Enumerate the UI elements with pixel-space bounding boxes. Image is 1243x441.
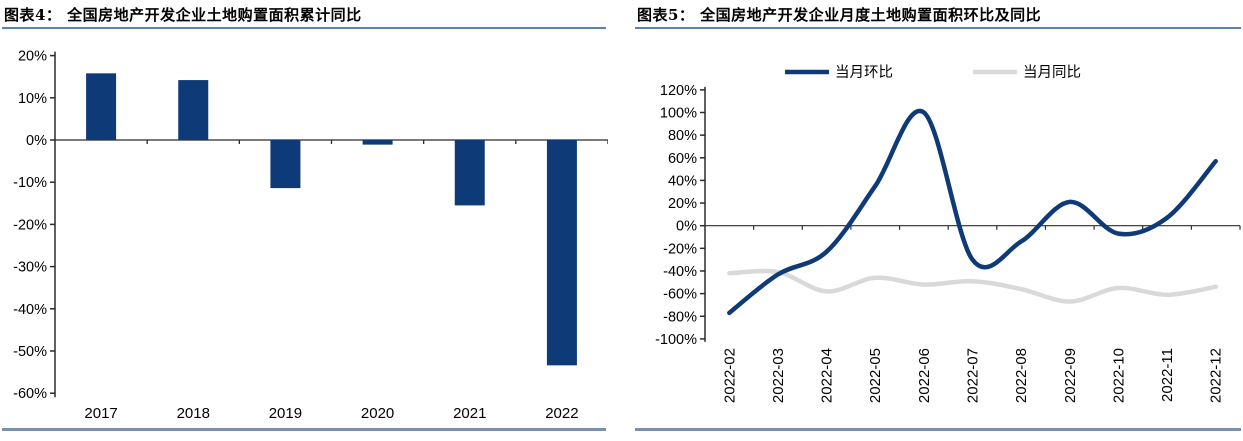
- y-axis-tick-label: -20%: [13, 217, 47, 233]
- y-axis-tick-label: -50%: [13, 344, 47, 360]
- y-axis-tick-label: 10%: [18, 91, 47, 107]
- x-axis-category-label: 2022: [545, 405, 578, 422]
- line-chart-monthly-mom-yoy: 当月环比 当月同比 120% 100% 80% 60% 40% 20% 0% -20% -40% -6…: [655, 64, 1241, 403]
- figure-5-bottom-rule: [635, 428, 1241, 431]
- x-axis-month-label: 2022-08: [1013, 348, 1030, 403]
- figure-5-panel: 图表5： 全国房地产开发企业月度土地购置面积环比及同比 当月环比 当月同比 120%…: [633, 0, 1243, 441]
- x-axis-month-label: 2022-11: [1159, 348, 1176, 402]
- series-line-yoy: [727, 268, 1218, 304]
- x-axis-category-label: 2018: [177, 405, 210, 422]
- bar-2018: [178, 80, 209, 140]
- x-axis-month-label: 2022-06: [916, 348, 933, 403]
- x-axis-month-label: 2022-02: [721, 348, 738, 403]
- y-axis-tick-label: -10%: [13, 175, 47, 191]
- figure-4-title: 图表4： 全国房地产开发企业土地购置面积累计同比: [4, 6, 362, 24]
- bar-2021: [454, 140, 485, 206]
- x-axis-category-label: 2020: [361, 405, 394, 422]
- y-axis-tick-label: 40%: [668, 173, 697, 189]
- line-chart-root: 当月环比 当月同比 120% 100% 80% 60% 40% 20% 0% -20% -40% -6…: [655, 64, 1241, 403]
- x-axis-category-label: 2019: [269, 405, 302, 422]
- bar-chart-cumulative-yoy: 20% 10% 0% -10% -20% -30% -40% -50% -60% 2017 2018…: [13, 49, 608, 422]
- y-axis-tick-label: -20%: [663, 241, 697, 257]
- x-axis-month-label: 2022-09: [1062, 348, 1079, 403]
- x-axis-category-label: 2021: [453, 405, 486, 422]
- y-axis-tick-label: 120%: [660, 83, 697, 99]
- figure-5-title: 图表5： 全国房地产开发企业月度土地购置面积环比及同比: [637, 6, 1042, 24]
- legend-label-mom: 当月环比: [835, 64, 893, 81]
- y-axis-tick-label: 0%: [26, 133, 47, 149]
- y-axis-tick-label: 60%: [668, 151, 697, 167]
- x-axis-category-label: 2017: [84, 405, 117, 422]
- figure-4-panel: 图表4： 全国房地产开发企业土地购置面积累计同比 20% 10% 0% -10% -20…: [0, 0, 608, 441]
- y-axis-tick-label: 100%: [660, 106, 697, 122]
- y-axis-tick-label: -60%: [663, 287, 697, 303]
- figure-4-bottom-rule: [2, 428, 606, 431]
- series-line-mom: [727, 108, 1218, 316]
- x-axis-month-label: 2022-04: [819, 348, 836, 403]
- legend: 当月环比 当月同比: [785, 64, 1081, 81]
- legend-label-yoy: 当月同比: [1023, 64, 1081, 81]
- y-axis-tick-label: -100%: [655, 332, 697, 348]
- x-axis-month-label: 2022-10: [1110, 348, 1127, 403]
- figure-5-title-rule: [635, 27, 1241, 29]
- y-axis-tick-label: 80%: [668, 128, 697, 144]
- y-axis-tick-label: 0%: [676, 219, 697, 235]
- bar-2017: [86, 73, 117, 140]
- bar-2022: [546, 140, 577, 366]
- y-axis-tick-label: -30%: [13, 260, 47, 276]
- x-axis-month-label: 2022-12: [1208, 348, 1225, 403]
- x-axis-month-label: 2022-03: [770, 348, 787, 403]
- y-axis-tick-label: 20%: [668, 196, 697, 212]
- y-axis-tick-label: -80%: [663, 309, 697, 325]
- bar-2019: [270, 140, 301, 189]
- y-axis-tick-label: -40%: [13, 302, 47, 318]
- bar-2020: [362, 140, 393, 145]
- y-axis-tick-label: -60%: [13, 386, 47, 402]
- x-axis-month-label: 2022-07: [965, 348, 982, 403]
- figure-4-title-rule: [2, 27, 606, 29]
- y-axis-tick-label: 20%: [18, 49, 47, 65]
- x-axis-month-label: 2022-05: [867, 348, 884, 403]
- y-axis-tick-label: -40%: [663, 264, 697, 280]
- bar-chart-root: 20% 10% 0% -10% -20% -30% -40% -50% -60% 2017 2018…: [13, 49, 608, 422]
